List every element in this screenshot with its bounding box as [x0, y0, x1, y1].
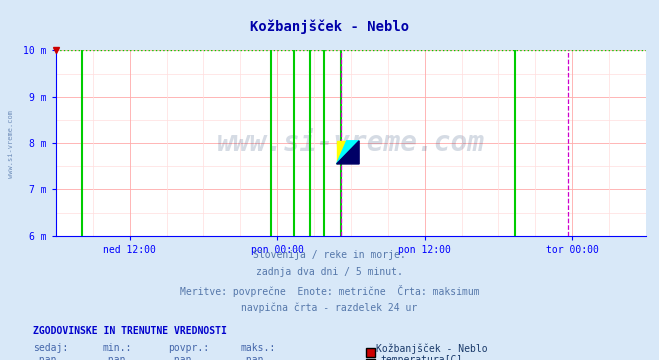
- Text: -nan: -nan: [168, 355, 192, 360]
- Text: temperatura[C]: temperatura[C]: [381, 355, 463, 360]
- Text: ZGODOVINSKE IN TRENUTNE VREDNOSTI: ZGODOVINSKE IN TRENUTNE VREDNOSTI: [33, 326, 227, 336]
- Text: zadnja dva dni / 5 minut.: zadnja dva dni / 5 minut.: [256, 267, 403, 278]
- Text: www.si-vreme.com: www.si-vreme.com: [8, 110, 14, 178]
- Polygon shape: [337, 141, 359, 164]
- Text: -nan: -nan: [241, 355, 264, 360]
- Text: maks.:: maks.:: [241, 343, 275, 353]
- Text: navpična črta - razdelek 24 ur: navpična črta - razdelek 24 ur: [241, 302, 418, 312]
- Text: povpr.:: povpr.:: [168, 343, 209, 353]
- Text: www.si-vreme.com: www.si-vreme.com: [217, 129, 485, 157]
- Polygon shape: [337, 141, 347, 164]
- Text: Slovenija / reke in morje.: Slovenija / reke in morje.: [253, 250, 406, 260]
- Text: Kožbanjšček - Neblo: Kožbanjšček - Neblo: [250, 20, 409, 34]
- Text: sedaj:: sedaj:: [33, 343, 68, 353]
- Text: min.:: min.:: [102, 343, 132, 353]
- Text: -nan: -nan: [102, 355, 126, 360]
- Text: -nan: -nan: [33, 355, 57, 360]
- Text: Meritve: povprečne  Enote: metrične  Črta: maksimum: Meritve: povprečne Enote: metrične Črta:…: [180, 285, 479, 297]
- Polygon shape: [337, 141, 359, 164]
- Text: Kožbanjšček - Neblo: Kožbanjšček - Neblo: [376, 343, 487, 354]
